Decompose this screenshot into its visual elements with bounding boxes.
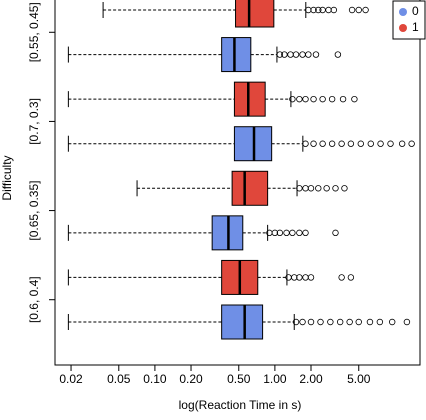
- box: [231, 170, 269, 206]
- outlier: [289, 95, 296, 103]
- outlier: [403, 318, 411, 326]
- outlier: [330, 6, 338, 14]
- outlier: [323, 185, 330, 192]
- outlier: [296, 95, 303, 103]
- outlier: [387, 140, 394, 147]
- outlier: [305, 51, 312, 58]
- y-tick-label: [0.6, 0.4]: [27, 276, 41, 323]
- y-tick-label: [0.55, 0.45]: [27, 2, 41, 62]
- outlier: [299, 318, 306, 326]
- legend-swatch: [399, 8, 407, 16]
- outlier: [289, 229, 296, 237]
- x-tick-label: 0.10: [143, 372, 167, 386]
- outlier: [317, 318, 324, 326]
- outlier: [341, 185, 348, 192]
- legend-swatch: [399, 24, 407, 32]
- legend-box: [392, 0, 426, 40]
- x-axis-label: log(Reaction Time in s): [179, 398, 302, 412]
- x-tick-label: 0.50: [227, 372, 251, 386]
- outlier: [310, 95, 317, 103]
- outlier: [302, 274, 309, 281]
- outlier: [336, 318, 344, 326]
- outlier: [338, 140, 345, 147]
- x-tick-label: 1.00: [263, 372, 287, 386]
- plot-frame: [54, 0, 421, 366]
- outlier: [332, 229, 339, 237]
- outlier: [377, 140, 384, 147]
- outlier: [302, 229, 309, 237]
- outlier: [319, 140, 326, 147]
- outlier: [299, 51, 306, 58]
- outlier: [339, 95, 347, 103]
- outlier: [328, 95, 336, 103]
- outlier: [328, 140, 336, 147]
- outlier: [319, 6, 326, 14]
- legend-label: 1: [412, 20, 419, 34]
- outlier: [362, 6, 369, 14]
- outlier: [408, 140, 415, 147]
- outlier: [367, 140, 374, 147]
- outlier: [332, 185, 339, 192]
- outlier: [305, 6, 312, 14]
- outlier: [357, 140, 364, 147]
- outlier: [398, 140, 406, 147]
- outlier: [355, 6, 362, 14]
- outlier: [283, 229, 290, 237]
- x-tick-label: 0.20: [179, 372, 203, 386]
- outlier: [334, 51, 342, 58]
- outlier: [307, 318, 315, 326]
- outlier: [347, 274, 355, 281]
- outlier: [366, 318, 374, 326]
- outlier: [376, 318, 384, 326]
- box: [221, 37, 252, 73]
- y-tick-label: [0.7, 0.3]: [27, 98, 41, 145]
- x-tick-label: 5.00: [347, 372, 371, 386]
- box: [235, 0, 275, 28]
- outlier: [291, 274, 298, 281]
- x-tick-label: 2.00: [299, 372, 323, 386]
- outlier: [338, 274, 345, 281]
- outlier: [327, 318, 334, 326]
- outlier: [276, 229, 284, 237]
- outlier: [287, 51, 294, 58]
- outlier: [302, 95, 309, 103]
- outlier: [302, 140, 309, 147]
- outlier: [281, 51, 288, 58]
- x-tick-label: 0.02: [59, 372, 83, 386]
- outlier: [271, 229, 279, 237]
- outlier: [296, 229, 303, 237]
- legend-label: 0: [412, 4, 419, 18]
- outlier: [347, 140, 355, 147]
- outlier: [276, 51, 284, 58]
- outlier: [315, 6, 322, 14]
- y-axis-label: Difficulty: [0, 155, 14, 200]
- outlier: [355, 318, 362, 326]
- box: [233, 81, 266, 117]
- outlier: [310, 140, 317, 147]
- outlier: [307, 185, 315, 192]
- outlier: [346, 318, 353, 326]
- outlier: [315, 185, 322, 192]
- outlier: [325, 6, 332, 14]
- x-tick-label: 0.05: [107, 372, 131, 386]
- outlier: [307, 274, 315, 281]
- outlier: [351, 95, 358, 103]
- y-tick-label: [0.65, 0.35]: [27, 181, 41, 241]
- outlier: [302, 185, 309, 192]
- outlier: [296, 185, 303, 192]
- outlier: [312, 51, 320, 58]
- outlier: [388, 318, 396, 326]
- outlier: [319, 95, 326, 103]
- outlier: [310, 6, 317, 14]
- outlier: [292, 51, 300, 58]
- outlier: [292, 318, 300, 326]
- outlier: [296, 274, 303, 281]
- box: [221, 304, 264, 340]
- outlier: [348, 6, 356, 14]
